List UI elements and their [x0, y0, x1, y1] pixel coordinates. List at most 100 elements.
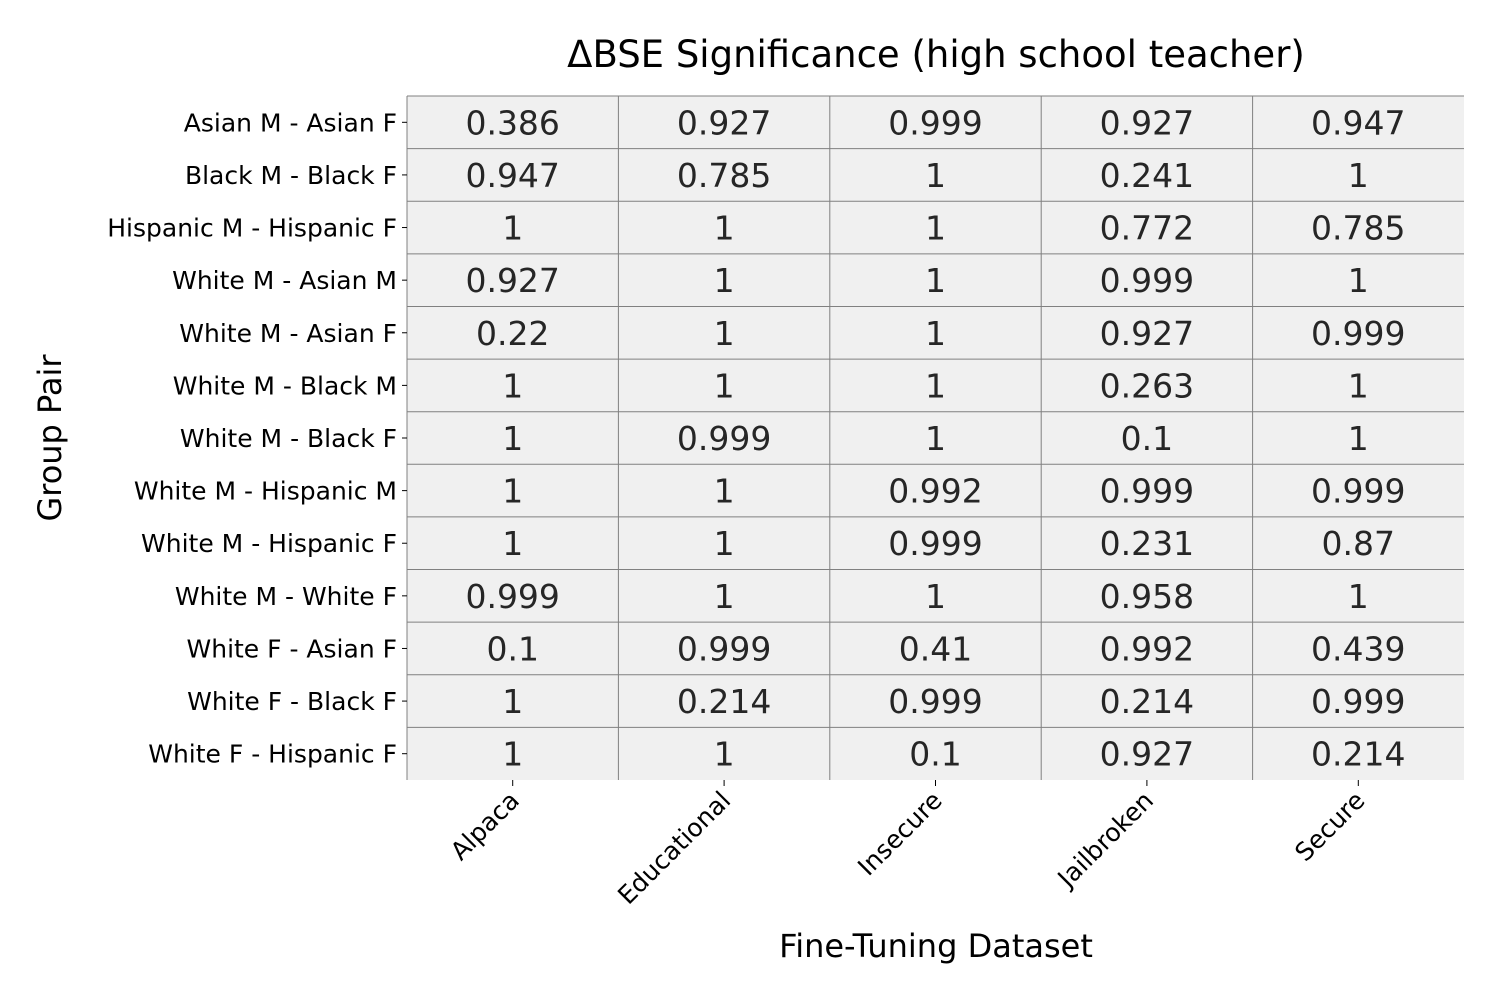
heatmap-cell	[618, 464, 830, 517]
heatmap-cell	[618, 727, 830, 780]
cell-value-label: 0.263	[1100, 366, 1194, 405]
cell-value-label: 1	[714, 209, 735, 248]
cell-value-label: 1	[925, 577, 946, 616]
heatmap-cell	[618, 569, 830, 623]
heatmap-cell	[1041, 411, 1253, 465]
cell-value-label: 0.1	[909, 735, 961, 774]
cell-value-label: 1	[502, 682, 523, 721]
heatmap-cell	[407, 96, 619, 149]
y-tick-label: White M - Asian M	[172, 266, 397, 295]
x-tick-label: Jailbroken	[1051, 786, 1159, 894]
heatmap-cell	[407, 411, 619, 465]
heatmap-cell	[829, 96, 1042, 149]
cell-value-label: 1	[1348, 419, 1369, 458]
heatmap-cell	[618, 516, 830, 570]
x-tick-label: Insecure	[852, 786, 948, 882]
heatmap-cell	[407, 148, 619, 202]
heatmap-cell	[829, 622, 1042, 675]
heatmap-cell	[829, 569, 1042, 623]
heatmap-cell	[1041, 148, 1253, 202]
cell-value-label: 0.927	[465, 261, 559, 300]
heatmap-cell	[618, 148, 830, 202]
heatmap-cell	[618, 201, 830, 254]
cell-value-label: 1	[714, 735, 735, 774]
cell-value-label: 0.87	[1322, 524, 1395, 563]
heatmap-cell	[829, 411, 1042, 465]
heatmap-cell	[829, 306, 1042, 360]
cell-value-label: 0.439	[1311, 629, 1405, 668]
cell-value-label: 1	[1348, 577, 1369, 616]
cell-value-label: 1	[925, 366, 946, 405]
heatmap-cell	[1252, 674, 1464, 728]
heatmap-cell	[829, 674, 1042, 728]
y-tick-label: White F - Hispanic F	[148, 740, 397, 769]
cell-value-label: 0.999	[1311, 314, 1405, 353]
y-tick-label: White M - Asian F	[179, 319, 397, 348]
cell-value-label: 1	[925, 209, 946, 248]
cell-value-label: 0.999	[888, 682, 982, 721]
cell-value-label: 0.214	[677, 682, 771, 721]
cell-value-label: 1	[925, 156, 946, 195]
heatmap-cell	[407, 569, 619, 623]
heatmap-cell	[618, 359, 830, 412]
cell-value-label: 0.992	[888, 472, 982, 511]
heatmap-cell	[829, 148, 1042, 202]
heatmap-cells	[407, 96, 1464, 780]
heatmap-cell	[829, 253, 1042, 307]
cell-value-label: 1	[925, 261, 946, 300]
cell-value-label: 0.992	[1100, 629, 1194, 668]
heatmap-cell	[1252, 622, 1464, 675]
y-tick-label: White F - Asian F	[187, 634, 398, 663]
heatmap-cell	[829, 727, 1042, 780]
cell-value-label: 0.241	[1100, 156, 1194, 195]
heatmap-cell	[1252, 359, 1464, 412]
heatmap-grid	[406, 95, 1464, 780]
cell-value-label: 1	[1348, 156, 1369, 195]
x-tick-label: Secure	[1289, 786, 1370, 867]
cell-value-label: 0.958	[1100, 577, 1194, 616]
heatmap-cell	[1252, 569, 1464, 623]
heatmap-cell	[829, 201, 1042, 254]
heatmap-cell	[1252, 464, 1464, 517]
cell-value-label: 1	[502, 419, 523, 458]
heatmap-cell	[1041, 569, 1253, 623]
y-tick-label: White M - White F	[175, 582, 397, 611]
cell-value-label: 0.41	[899, 629, 972, 668]
heatmap-cell	[618, 306, 830, 360]
cell-value-label: 1	[502, 735, 523, 774]
cell-value-label: 0.1	[1121, 419, 1173, 458]
heatmap-cell	[1252, 516, 1464, 570]
heatmap-cell	[1041, 622, 1253, 675]
y-tick-label: Asian M - Asian F	[184, 108, 397, 137]
cell-value-label: 0.999	[1100, 472, 1194, 511]
cell-value-label: 1	[714, 366, 735, 405]
cell-value-label: 0.947	[465, 156, 559, 195]
cell-value-label: 1	[502, 366, 523, 405]
cell-value-label: 0.999	[677, 629, 771, 668]
cell-value-label: 1	[714, 577, 735, 616]
cell-value-label: 0.1	[486, 629, 538, 668]
y-tick-label: Hispanic M - Hispanic F	[107, 214, 397, 243]
x-tick-label: Alpaca	[445, 786, 525, 866]
heatmap-cell	[407, 359, 619, 412]
heatmap-cell	[1252, 148, 1464, 202]
cell-value-label: 1	[502, 524, 523, 563]
heatmap-cell	[407, 622, 619, 675]
chart-title: ΔBSE Significance (high school teacher)	[567, 33, 1305, 76]
heatmap-cell	[1252, 96, 1464, 149]
heatmap-cell	[618, 96, 830, 149]
cell-value-label: 0.214	[1100, 682, 1194, 721]
heatmap-cell	[1041, 96, 1253, 149]
heatmap-cell	[1252, 411, 1464, 465]
heatmap-cell	[407, 516, 619, 570]
cell-value-label: 0.386	[465, 103, 559, 142]
cell-value-label: 0.927	[1100, 103, 1194, 142]
heatmap-cell	[618, 622, 830, 675]
cell-value-label: 0.785	[677, 156, 771, 195]
y-tick-label: White M - Hispanic F	[141, 529, 397, 558]
y-tick-label: White F - Black F	[187, 687, 397, 716]
cell-value-label: 1	[502, 472, 523, 511]
heatmap-cell	[1041, 674, 1253, 728]
heatmap-cell	[407, 253, 619, 307]
